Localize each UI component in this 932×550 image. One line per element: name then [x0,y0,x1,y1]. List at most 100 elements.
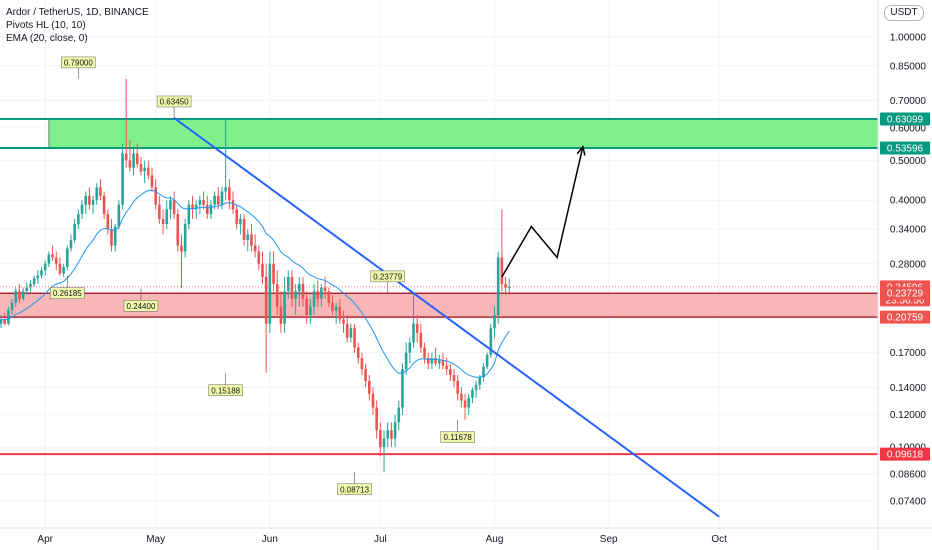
x-tick-label: Oct [711,534,727,545]
symbol-title[interactable]: Ardor / TetherUS, 1D, BINANCE [6,7,149,18]
pivot-label: 0.79000 [64,58,93,67]
candle-body [478,377,482,385]
candle-body [253,245,257,252]
candle-body [231,200,235,210]
price-badge-label: 0.53596 [887,144,924,155]
x-tick-label: Aug [486,534,504,545]
pivot-label-box [156,95,192,108]
price-badge [880,310,930,324]
candle-body [426,357,430,364]
candle-body [500,257,504,284]
y-tick-label: 1.00000 [890,32,927,43]
candle-body [54,257,58,264]
candle-body [47,254,51,264]
candle-body [393,422,397,439]
y-tick-label: 0.28000 [890,259,927,270]
candle-body [294,291,297,299]
pivot-label-box [370,270,405,283]
candle-body [279,306,283,324]
candle-body [10,302,14,310]
candle-body [349,328,353,338]
candle-body [323,287,327,292]
candle-body [91,200,95,205]
candle-body [209,204,213,215]
candle-body [84,195,88,205]
candle-body [0,319,3,324]
candle-body [235,209,239,224]
x-tick-label: Apr [37,534,53,545]
candle-body [445,365,448,370]
candle-body [3,319,6,324]
x-tick-label: Sep [600,534,618,545]
candle-body [117,204,121,227]
pivot-label-box [123,300,159,312]
candle-body [187,204,191,224]
y-tick-label: 0.60000 [890,123,927,134]
pivot-label-box [50,287,85,299]
price-axis-bg [878,0,932,550]
candle-body [32,278,36,284]
candle-body [452,374,456,382]
candle-body [305,298,308,316]
currency-button[interactable]: USDT [884,5,924,21]
candle-body [25,287,29,292]
candle-body [312,291,316,307]
candle-body [467,397,471,408]
candle-body [415,323,419,333]
price-badge [880,141,930,155]
candle-body [242,218,246,240]
candles-layer [0,78,878,472]
candle-body [250,234,253,246]
candle-body [386,430,390,439]
candle-body [496,257,500,316]
y-tick-label: 0.34000 [890,225,927,236]
candle-body [275,283,279,307]
time-axis-bg [0,528,932,550]
candle-body [320,287,323,299]
pivot-labels-layer: 0.79000 0.26185 0.63450 0.24400 0.15188 0.237… [50,56,475,496]
candle-body [423,347,426,358]
chart-legend: Ardor / TetherUS, 1D, BINANCE Pivots HL … [6,6,149,45]
y-tick-label: 0.14000 [890,383,927,394]
price-badge-label: 0.63099 [887,114,924,125]
downtrend-line [173,117,720,518]
candle-body [404,352,408,370]
candle-body [364,369,367,382]
candle-body [261,263,264,277]
candle-body [88,195,91,205]
y-tick-label: 0.07400 [890,496,927,507]
candle-body [482,366,485,378]
candle-body [99,187,102,196]
candle-body [180,245,183,252]
chart-grid [0,0,878,528]
candle-body [239,218,242,224]
candle-body [139,164,143,172]
candle-body [309,306,312,316]
candle-body [463,400,467,408]
price-badge-label: 23:56:56 [886,295,925,306]
candle-body [113,226,117,246]
candle-body [80,204,84,215]
candle-body [246,234,250,240]
y-tick-label: 0.50000 [890,156,927,167]
candle-body [489,328,493,355]
candle-body [456,381,459,394]
candle-body [172,200,176,215]
candle-body [128,160,132,168]
candle-body [194,204,198,210]
candle-body [272,263,275,284]
pivots-indicator-label[interactable]: Pivots HL (10, 10) [6,20,86,31]
y-tick-label: 0.17000 [890,348,927,359]
drawings-layer [173,117,720,518]
candle-body [154,187,157,205]
zones-layer [0,117,879,456]
candle-body [382,438,386,448]
ema-indicator-label[interactable]: EMA (20, close, 0) [6,33,88,44]
ema-layer [0,189,510,378]
pivot-label-box [208,384,243,397]
candle-body [408,342,412,353]
pivot-label: 0.23779 [373,272,402,281]
candle-body [161,218,165,224]
candle-body [493,315,496,329]
